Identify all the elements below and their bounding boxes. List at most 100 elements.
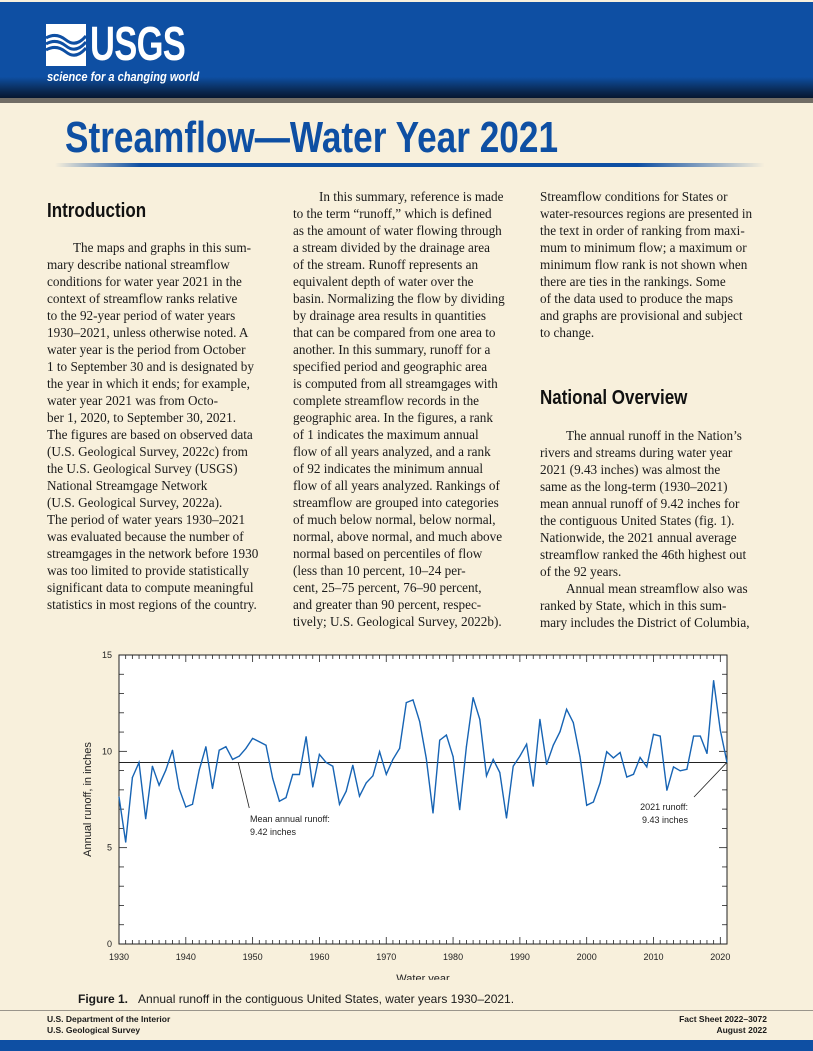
x-tick-label: 1940 bbox=[176, 952, 196, 962]
data-point bbox=[679, 770, 681, 772]
data-point bbox=[345, 790, 347, 792]
text-line: cent, 25–75 percent, 76–90 percent, bbox=[293, 580, 482, 595]
data-point bbox=[358, 795, 361, 797]
y-tick-label: 5 bbox=[107, 843, 112, 853]
data-point bbox=[539, 718, 541, 720]
data-point bbox=[692, 735, 695, 737]
text-line: another. In this summary, runoff for a bbox=[293, 342, 491, 357]
annual-runoff-chart: 1930 1940 1950 1960 1970 1980 1990 2000 2010 2020… bbox=[82, 650, 730, 980]
data-point bbox=[118, 796, 120, 798]
data-point bbox=[318, 753, 321, 756]
text-line: (U.S. Geological Survey, 2022c) from bbox=[47, 444, 248, 459]
text-line: a stream divided by the drainage area bbox=[293, 240, 490, 255]
usgs-logo[interactable]: USGS bbox=[45, 21, 222, 69]
data-point bbox=[238, 755, 240, 757]
data-point bbox=[505, 817, 508, 819]
data-point bbox=[245, 747, 247, 750]
mean-annotation-text: 9.42 inches bbox=[250, 827, 297, 837]
data-point bbox=[399, 747, 401, 750]
text-line: rivers and streams during water year bbox=[540, 445, 733, 460]
text-line: water year 2021 was from Octo- bbox=[47, 393, 219, 408]
x-tick-label: 2000 bbox=[577, 952, 597, 962]
latest-annotation-text: 2021 runoff: bbox=[640, 802, 688, 812]
text-line: of 92 indicates the minimum annual bbox=[293, 461, 484, 476]
text-line: the text in order of ranking from maxi- bbox=[540, 223, 745, 238]
fact-sheet-number: Fact Sheet 2022–3072 bbox=[679, 1014, 767, 1024]
data-point bbox=[171, 749, 174, 751]
figure-caption: Figure 1. Annual runoff in the contiguous… bbox=[78, 992, 514, 1006]
data-point bbox=[151, 765, 154, 767]
data-point bbox=[499, 771, 501, 774]
data-point bbox=[338, 803, 341, 805]
introduction-text: The maps and graphs in this sum-mary des… bbox=[47, 239, 258, 613]
text-line: specified period and geographic area bbox=[293, 359, 488, 374]
y-axis-label: Annual runoff, in inches bbox=[82, 742, 94, 857]
text-line: normal, above normal, and much above bbox=[293, 529, 503, 544]
data-point bbox=[465, 746, 468, 748]
data-point bbox=[586, 804, 588, 806]
runoff-series-line bbox=[118, 680, 728, 843]
x-axis-label: Water year bbox=[396, 973, 450, 980]
text-line: 1930–2021, unless otherwise noted. A bbox=[47, 325, 249, 340]
data-point bbox=[178, 787, 180, 790]
data-point bbox=[699, 735, 701, 737]
text-line: ber 1, 2020, to September 30, 2021. bbox=[47, 410, 236, 425]
text-line: minimum flow rank is not shown when bbox=[540, 257, 748, 272]
data-point bbox=[285, 796, 287, 799]
data-point bbox=[298, 773, 300, 776]
text-line: of the data used to produce the maps bbox=[540, 291, 733, 306]
text-line: Nationwide, the 2021 annual average bbox=[540, 530, 737, 545]
data-point bbox=[231, 758, 234, 761]
text-line: of the stream. Runoff represents an bbox=[293, 257, 479, 272]
data-point bbox=[612, 757, 615, 759]
national-overview-heading: National Overview bbox=[540, 387, 688, 409]
text-line: The period of water years 1930–2021 bbox=[47, 512, 246, 527]
data-point bbox=[278, 800, 280, 802]
agency-name: U.S. Geological Survey bbox=[47, 1025, 141, 1035]
data-point bbox=[566, 708, 568, 710]
y-tick-label: 10 bbox=[102, 746, 112, 756]
data-point bbox=[258, 741, 260, 743]
introduction-heading: Introduction bbox=[47, 200, 147, 222]
data-point bbox=[131, 776, 133, 779]
data-point bbox=[452, 756, 454, 758]
data-point bbox=[552, 744, 554, 746]
data-point bbox=[459, 809, 461, 811]
x-tick-label: 2010 bbox=[643, 952, 663, 962]
title-underline bbox=[55, 163, 765, 167]
data-point bbox=[525, 743, 528, 745]
text-line: statistics in most regions of the countr… bbox=[47, 597, 257, 612]
text-line: and graphs are provisional and subject bbox=[540, 308, 743, 323]
x-tick-label: 1950 bbox=[243, 952, 263, 962]
data-point bbox=[592, 801, 594, 803]
header-banner: USGS science for a changing world bbox=[0, 2, 813, 98]
data-point bbox=[706, 752, 708, 755]
latest-annotation-leader bbox=[693, 762, 728, 798]
text-line: context of streamflow ranks relative bbox=[47, 291, 238, 306]
text-line: to the term “runoff,” which is defined bbox=[293, 206, 492, 221]
text-line: and greater than 90 percent, respec- bbox=[293, 597, 482, 612]
text-line: In this summary, reference is made bbox=[319, 189, 504, 204]
data-point bbox=[445, 734, 447, 736]
data-point bbox=[205, 746, 207, 748]
data-point bbox=[479, 718, 481, 720]
text-line: (U.S. Geological Survey, 2022a). bbox=[47, 495, 223, 510]
text-line: The figures are based on observed data bbox=[47, 427, 253, 442]
plot-area bbox=[118, 654, 728, 945]
data-point bbox=[292, 773, 294, 776]
x-tick-label: 1990 bbox=[510, 952, 530, 962]
latest-annotation-text: 9.43 inches bbox=[642, 815, 689, 825]
x-tick-label: 1930 bbox=[109, 952, 129, 962]
data-point bbox=[686, 768, 688, 770]
data-point bbox=[532, 785, 534, 787]
text-line: streamflow ranked the 46th highest out bbox=[540, 547, 747, 562]
data-point bbox=[606, 751, 608, 753]
data-point bbox=[252, 737, 254, 740]
text-line: equivalent depth of water over the bbox=[293, 274, 474, 289]
data-point bbox=[713, 680, 715, 682]
rank-notes-text: Streamflow conditions for States or water… bbox=[540, 188, 752, 341]
text-line: mum to minimum flow; a maximum or bbox=[540, 240, 747, 255]
text-line: conditions for water year 2021 in the bbox=[47, 274, 242, 289]
data-point bbox=[519, 755, 521, 757]
data-point bbox=[719, 729, 721, 731]
